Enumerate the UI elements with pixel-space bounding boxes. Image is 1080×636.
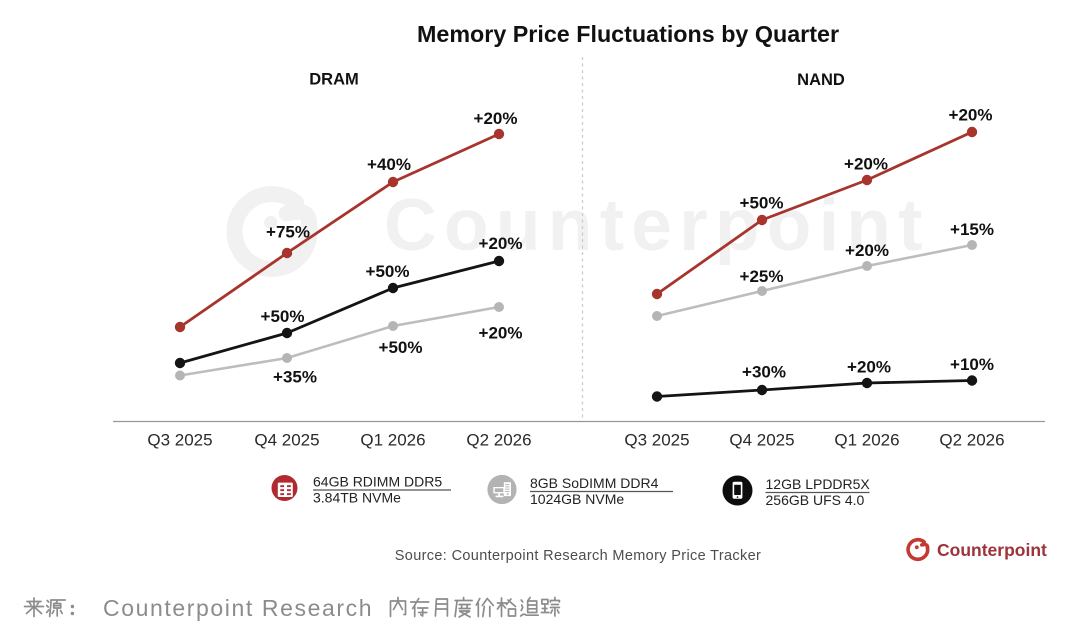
svg-text:Memory Price Fluctuations by Q: Memory Price Fluctuations by Quarter <box>417 21 839 47</box>
svg-text:256GB UFS 4.0: 256GB UFS 4.0 <box>766 492 865 508</box>
svg-text:Q3 2025: Q3 2025 <box>624 431 689 450</box>
svg-text:Source: Counterpoint Research: Source: Counterpoint Research Memory Pri… <box>395 548 761 564</box>
svg-text:+10%: +10% <box>950 355 994 374</box>
svg-text:1024GB NVMe: 1024GB NVMe <box>530 491 624 507</box>
svg-text:+20%: +20% <box>847 358 891 377</box>
svg-text:12GB LPDDR5X: 12GB LPDDR5X <box>766 476 871 492</box>
svg-text:+50%: +50% <box>366 262 410 281</box>
svg-text:Q4 2025: Q4 2025 <box>254 431 319 450</box>
svg-text:Counterpoint Research: Counterpoint Research <box>103 595 373 621</box>
svg-text:+35%: +35% <box>273 368 317 387</box>
svg-text:+20%: +20% <box>474 109 518 128</box>
svg-text:+20%: +20% <box>479 324 523 343</box>
svg-text:Q4 2025: Q4 2025 <box>729 431 794 450</box>
svg-text:+50%: +50% <box>261 307 305 326</box>
svg-text:+50%: +50% <box>379 338 423 357</box>
svg-text:+75%: +75% <box>266 223 310 242</box>
svg-text:+15%: +15% <box>950 220 994 239</box>
svg-text:Q3 2025: Q3 2025 <box>147 431 212 450</box>
svg-text:Counterpoint: Counterpoint <box>937 540 1047 560</box>
svg-text:Counterpoint: Counterpoint <box>384 185 930 266</box>
svg-text:+30%: +30% <box>742 363 786 382</box>
svg-text:3.84TB NVMe: 3.84TB NVMe <box>313 490 401 506</box>
svg-text:Q2 2026: Q2 2026 <box>939 431 1004 450</box>
svg-text:NAND: NAND <box>797 71 845 89</box>
svg-text:+50%: +50% <box>740 194 784 213</box>
svg-text:DRAM: DRAM <box>309 71 359 89</box>
svg-text:+25%: +25% <box>740 267 784 286</box>
svg-text:Q1 2026: Q1 2026 <box>360 431 425 450</box>
svg-text:+20%: +20% <box>844 155 888 174</box>
svg-text:+40%: +40% <box>367 155 411 174</box>
svg-text:+20%: +20% <box>479 234 523 253</box>
svg-text:Q2 2026: Q2 2026 <box>466 431 531 450</box>
svg-text:64GB RDIMM DDR5: 64GB RDIMM DDR5 <box>313 474 442 490</box>
svg-text:+20%: +20% <box>949 106 993 125</box>
svg-text:+20%: +20% <box>845 241 889 260</box>
svg-text:Q1 2026: Q1 2026 <box>834 431 899 450</box>
svg-text:8GB SoDIMM DDR4: 8GB SoDIMM DDR4 <box>530 475 659 491</box>
